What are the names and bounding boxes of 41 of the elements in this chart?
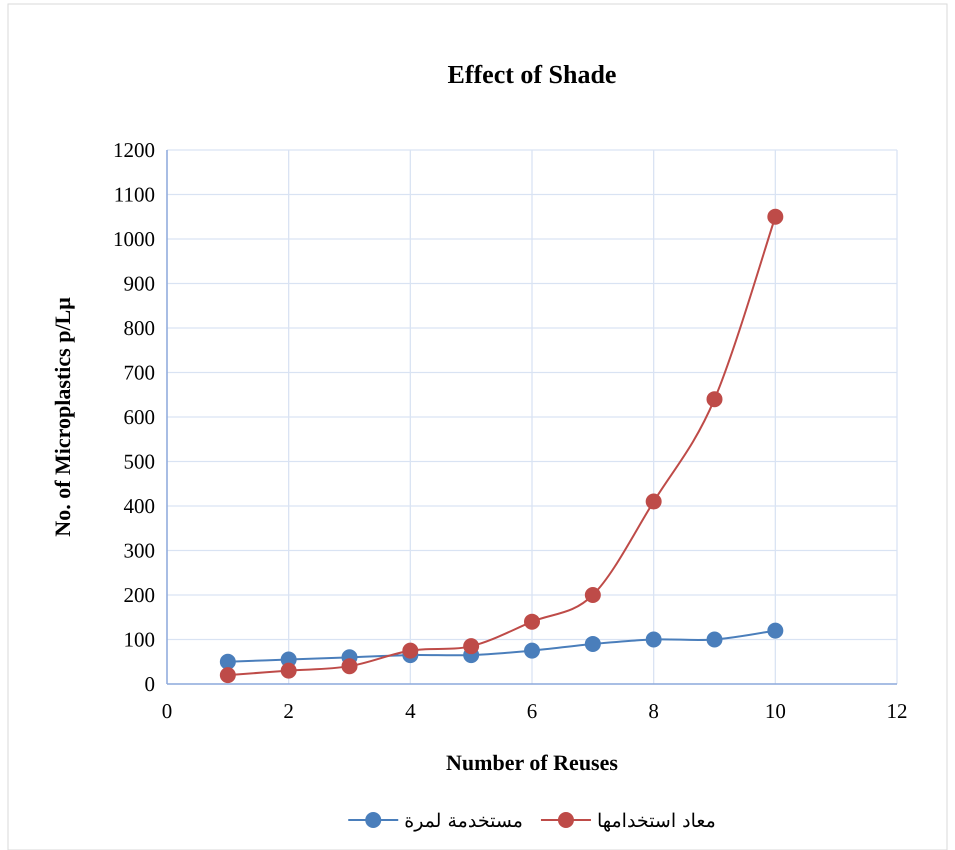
point [706, 391, 722, 408]
y-tick-label: 200 [124, 583, 155, 607]
y-tick-label: 1100 [114, 182, 155, 206]
y-tick-label: 700 [124, 360, 155, 384]
x-tick-label: 12 [886, 699, 908, 723]
y-tick-label: 500 [124, 450, 155, 474]
point [220, 667, 236, 684]
chart-title: Effect of Shade [448, 60, 616, 89]
x-tick-label: 6 [526, 699, 538, 723]
x-tick-label: 8 [648, 699, 659, 723]
point [463, 638, 480, 654]
point [584, 636, 601, 652]
point [767, 208, 784, 225]
x-axis-title: Number of Reuses [446, 750, 618, 775]
point [584, 587, 601, 603]
y-tick-label: 600 [124, 405, 155, 429]
point [524, 614, 540, 630]
point [646, 494, 662, 510]
point [220, 654, 236, 670]
y-tick-label: 400 [124, 494, 155, 518]
x-tick-label: 10 [764, 699, 786, 723]
point [402, 642, 418, 659]
point [767, 622, 784, 639]
y-tick-label: 0 [144, 672, 155, 696]
point [646, 632, 662, 648]
y-axis-title: No. of Microplastics p/Lμ [50, 296, 75, 537]
point [524, 642, 540, 659]
y-tick-label: 1200 [113, 138, 155, 162]
y-tick-label: 100 [124, 628, 155, 652]
point [706, 632, 722, 648]
x-tick-label: 0 [162, 699, 172, 723]
point [280, 662, 297, 679]
legend-label: معاد استخدامها [596, 810, 716, 832]
y-tick-label: 300 [124, 538, 155, 562]
y-tick-label: 800 [124, 316, 155, 340]
y-tick-label: 1000 [113, 227, 155, 251]
legend-label: مستخدمة لمرة [404, 810, 523, 832]
x-tick-label: 4 [405, 699, 416, 723]
point [342, 658, 358, 674]
y-tick-label: 900 [124, 272, 155, 296]
x-tick-label: 2 [283, 699, 294, 723]
